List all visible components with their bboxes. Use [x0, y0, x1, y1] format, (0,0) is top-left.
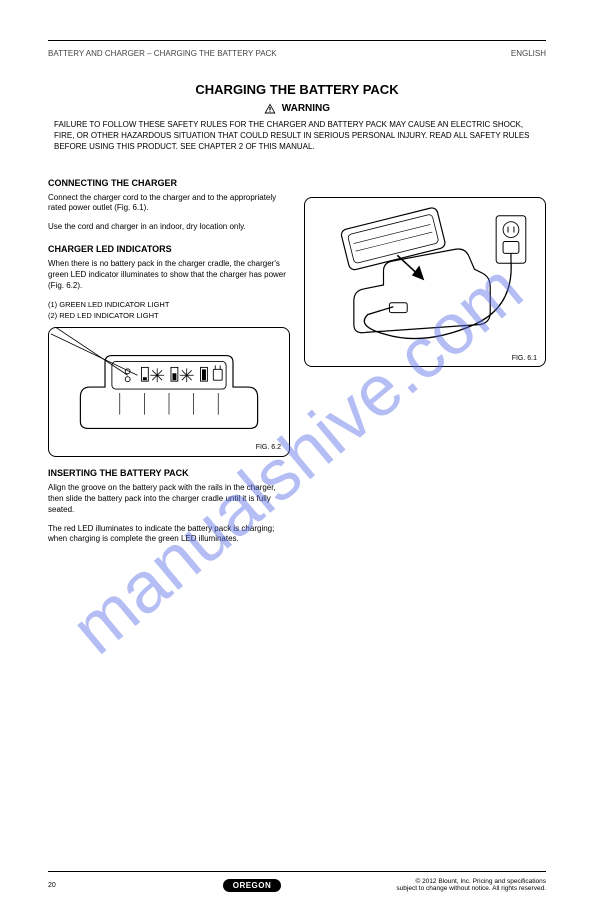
- warning-label: WARNING: [282, 103, 330, 114]
- warning-icon: [264, 103, 276, 114]
- right-column: FIG. 6.1: [304, 167, 546, 554]
- copyright: © 2012 Blount, Inc. Pricing and specific…: [396, 878, 546, 892]
- warning-body: FAILURE TO FOLLOW THESE SAFETY RULES FOR…: [54, 120, 540, 152]
- figure-6-2: FIG. 6.2: [48, 327, 290, 457]
- left-column: CONNECTING THE CHARGER Connect the charg…: [48, 167, 290, 554]
- led-heading: CHARGER LED INDICATORS: [48, 243, 290, 255]
- two-column-layout: CONNECTING THE CHARGER Connect the charg…: [48, 167, 546, 554]
- brand-logo: OREGON: [108, 879, 396, 892]
- connecting-para: Connect the charger cord to the charger …: [48, 193, 290, 215]
- inserting-p1: Align the groove on the battery pack wit…: [48, 483, 290, 515]
- running-header: BATTERY AND CHARGER – CHARGING THE BATTE…: [48, 49, 546, 58]
- rule-bottom: [48, 871, 546, 872]
- connecting-heading: CONNECTING THE CHARGER: [48, 177, 290, 189]
- rule-top: [48, 40, 546, 41]
- inserting-p2: The red LED illuminates to indicate the …: [48, 524, 290, 546]
- charger-plugged-illustration: [305, 198, 545, 366]
- warning-heading: WARNING: [48, 103, 546, 114]
- led-para: When there is no battery pack in the cha…: [48, 259, 290, 291]
- fig61-caption: FIG. 6.1: [512, 355, 537, 362]
- fig62-caption: FIG. 6.2: [256, 443, 281, 452]
- page-number: 20: [48, 882, 108, 889]
- callout-1: (1) GREEN LED INDICATOR LIGHT: [48, 300, 290, 310]
- callout-2: (2) RED LED INDICATOR LIGHT: [48, 311, 290, 321]
- header-left: BATTERY AND CHARGER – CHARGING THE BATTE…: [48, 49, 277, 58]
- page-title: CHARGING THE BATTERY PACK: [48, 82, 546, 97]
- connecting-note: Use the cord and charger in an indoor, d…: [48, 222, 290, 233]
- brand-pill: OREGON: [223, 879, 282, 892]
- charger-front-illustration: [49, 328, 289, 456]
- footer: 20 OREGON © 2012 Blount, Inc. Pricing an…: [48, 878, 546, 892]
- inserting-heading: INSERTING THE BATTERY PACK: [48, 467, 290, 479]
- header-right: ENGLISH: [511, 49, 546, 58]
- page-container: BATTERY AND CHARGER – CHARGING THE BATTE…: [0, 0, 594, 918]
- fig62-callouts: (1) GREEN LED INDICATOR LIGHT (2) RED LE…: [48, 300, 290, 458]
- figure-6-1: FIG. 6.1: [304, 197, 546, 367]
